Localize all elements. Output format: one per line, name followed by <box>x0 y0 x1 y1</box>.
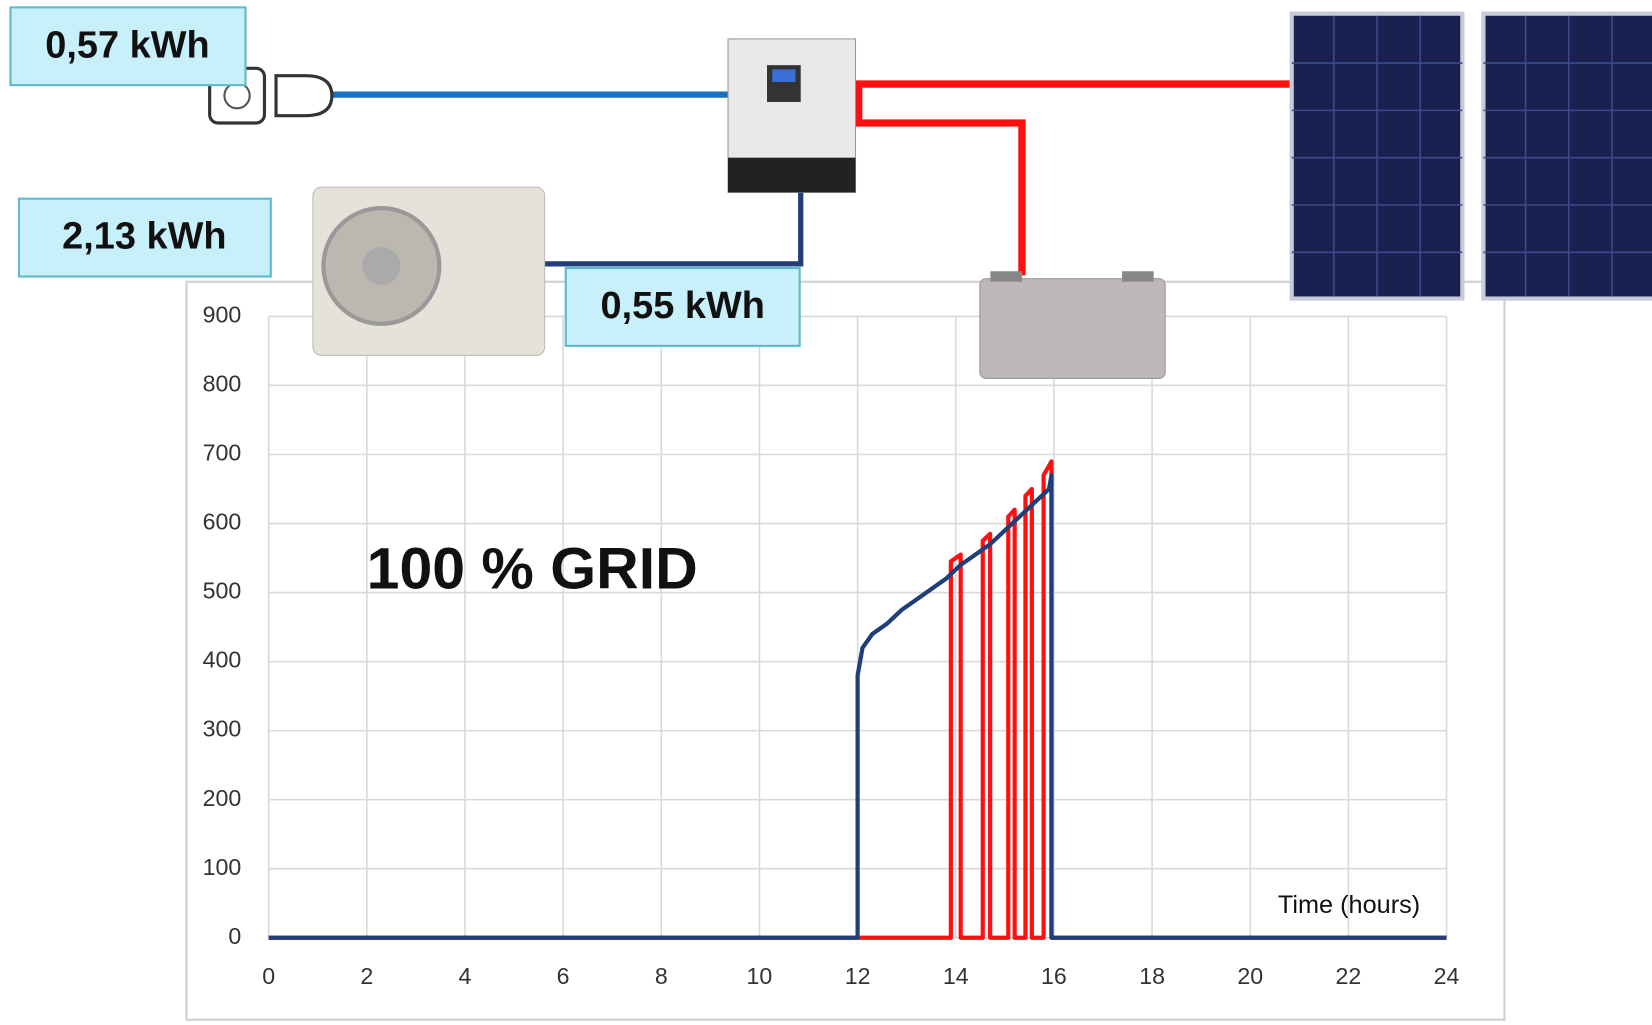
y-tick-label: 200 <box>203 785 242 811</box>
x-tick-label: 20 <box>1237 963 1263 989</box>
y-tick-label: 700 <box>203 440 242 466</box>
y-tick-label: 500 <box>203 578 242 604</box>
ac-cable <box>521 191 804 267</box>
x-tick-label: 6 <box>557 963 570 989</box>
y-tick-label: 400 <box>203 647 242 673</box>
x-tick-label: 4 <box>459 963 472 989</box>
label-box <box>564 267 801 347</box>
inverter-energy-label: 0,55 kWh <box>601 285 765 327</box>
x-tick-label: 10 <box>747 963 773 989</box>
solar-panels <box>1289 11 1652 301</box>
x-tick-label: 12 <box>845 963 871 989</box>
series-line <box>268 459 1447 940</box>
chart-frame <box>185 280 1506 1021</box>
x-tick-label: 22 <box>1336 963 1362 989</box>
label-box <box>17 197 272 278</box>
y-tick-label: 100 <box>203 854 242 880</box>
y-tick-label: 800 <box>203 371 242 397</box>
series-line <box>268 473 1447 940</box>
ac-unit <box>312 186 546 356</box>
y-tick-label: 600 <box>203 509 242 535</box>
x-tick-label: 0 <box>262 963 275 989</box>
diagram: 0,57 kWh 2,13 kWh 0,55 kWh <box>9 6 1652 379</box>
x-tick-label: 8 <box>655 963 668 989</box>
x-tick-label: 18 <box>1139 963 1165 989</box>
x-tick-label: 16 <box>1041 963 1067 989</box>
battery <box>979 271 1166 379</box>
x-axis-label: Time (hours) <box>1278 891 1420 919</box>
y-tick-label: 300 <box>203 716 242 742</box>
annotation: 100 % GRID <box>367 537 698 602</box>
x-tick-label: 2 <box>360 963 373 989</box>
y-tick-label: 0 <box>228 923 241 949</box>
x-tick-label: 24 <box>1434 963 1460 989</box>
ac-energy-label: 2,13 kWh <box>62 216 226 258</box>
y-tick-label: 900 <box>203 302 242 328</box>
label-box <box>9 6 247 87</box>
inverter <box>727 38 857 193</box>
battery-cable <box>854 84 1026 276</box>
x-tick-label: 14 <box>943 963 969 989</box>
grid-energy-label: 0,57 kWh <box>45 24 209 66</box>
